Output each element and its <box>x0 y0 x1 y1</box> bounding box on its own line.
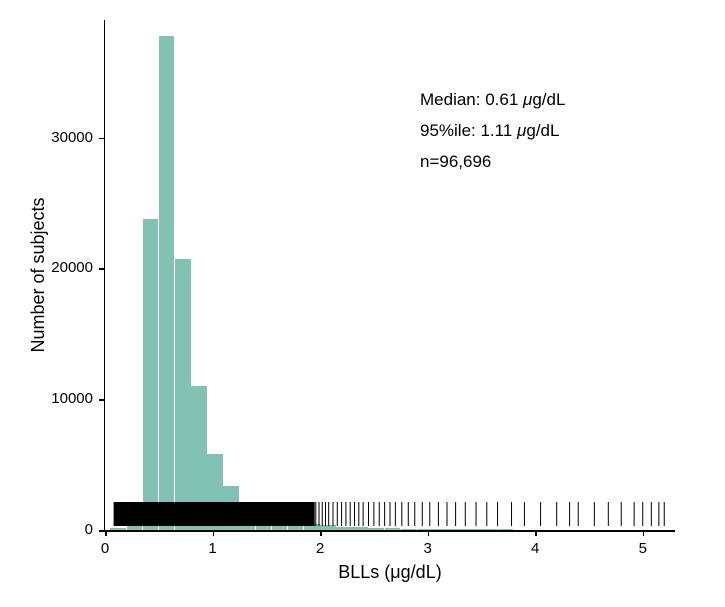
annotation-line: n=96,696 <box>420 152 565 172</box>
x-tick <box>428 530 430 536</box>
y-tick-label: 30000 <box>0 129 93 146</box>
annotation-text: g/dL <box>532 90 565 109</box>
histogram-bar <box>143 219 159 530</box>
y-tick <box>99 399 105 401</box>
x-axis-line <box>105 530 675 532</box>
y-tick <box>99 138 105 140</box>
y-tick <box>99 268 105 270</box>
x-tick-label: 2 <box>300 540 340 557</box>
x-tick-label: 5 <box>623 540 663 557</box>
plot-area <box>105 20 675 530</box>
histogram-bar <box>159 36 175 530</box>
annotation-text: g/dL <box>526 121 559 140</box>
x-tick <box>535 530 537 536</box>
x-tick-label: 4 <box>515 540 555 557</box>
x-tick <box>320 530 322 536</box>
x-axis-title: BLLs (μg/dL) <box>105 562 675 583</box>
x-tick-label: 1 <box>193 540 233 557</box>
y-tick-label: 20000 <box>0 259 93 276</box>
annotation-line: 95%ile: 1.11 μg/dL <box>420 121 565 141</box>
x-tick <box>643 530 645 536</box>
y-axis-line <box>104 20 106 530</box>
annotation-text: n=96,696 <box>420 152 491 171</box>
x-tick-label: 3 <box>408 540 448 557</box>
annotation-line: Median: 0.61 μg/dL <box>420 90 565 110</box>
rug-strip <box>105 502 675 526</box>
y-tick-label: 0 <box>0 521 93 538</box>
annotation-block: Median: 0.61 μg/dL95%ile: 1.11 μg/dLn=96… <box>420 90 565 183</box>
annotation-text: 95%ile: 1.11 <box>420 121 517 140</box>
x-tick <box>213 530 215 536</box>
y-tick-label: 10000 <box>0 390 93 407</box>
annotation-unit-mu: μ <box>523 90 532 109</box>
annotation-unit-mu: μ <box>517 121 526 140</box>
histogram-bar <box>175 259 191 530</box>
x-tick-label: 0 <box>85 540 125 557</box>
annotation-text: Median: 0.61 <box>420 90 523 109</box>
histogram-figure: BLLs (μg/dL) Number of subjects Median: … <box>0 0 725 607</box>
x-tick <box>105 530 107 536</box>
y-tick <box>99 530 105 532</box>
